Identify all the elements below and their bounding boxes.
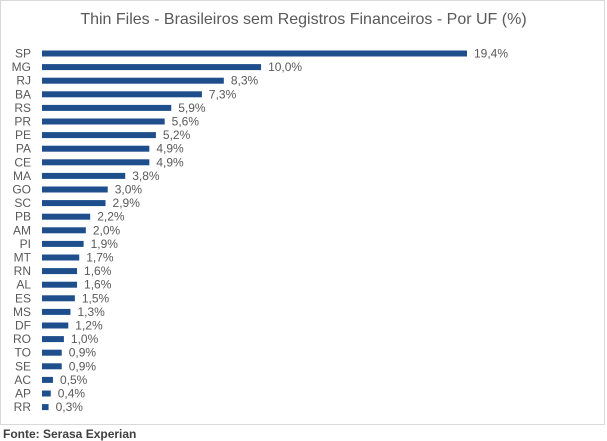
category-label-pr: PR	[14, 115, 31, 129]
category-label-ac: AC	[14, 373, 31, 387]
category-label-ap: AP	[15, 387, 31, 401]
value-label-mg: 10,0%	[268, 60, 302, 74]
bar-rj	[42, 77, 224, 84]
value-label-sc: 2,9%	[113, 196, 141, 210]
bar-se	[42, 363, 62, 370]
value-label-to: 0,9%	[69, 346, 97, 360]
bar-go	[42, 186, 108, 193]
category-label-ma: MA	[13, 169, 31, 183]
bar-ac	[42, 376, 53, 383]
value-label-rs: 5,9%	[178, 101, 206, 115]
value-label-rr: 0,3%	[56, 400, 84, 414]
category-label-pb: PB	[15, 210, 31, 224]
bar-ce	[42, 159, 150, 166]
category-label-es: ES	[15, 291, 31, 305]
value-label-ro: 1,0%	[71, 332, 99, 346]
category-label-rj: RJ	[16, 74, 31, 88]
source-note: Fonte: Serasa Experian	[3, 427, 137, 441]
category-label-ba: BA	[15, 87, 31, 101]
value-label-pb: 2,2%	[97, 210, 125, 224]
bar-rs	[42, 104, 172, 111]
value-label-rn: 1,6%	[84, 264, 112, 278]
category-label-al: AL	[16, 278, 31, 292]
value-label-al: 1,6%	[84, 278, 112, 292]
chart-frame: Thin Files - Brasileiros sem Registros F…	[0, 0, 605, 425]
value-label-pr: 5,6%	[172, 115, 200, 129]
bar-am	[42, 227, 86, 234]
bar-ms	[42, 308, 71, 315]
category-label-df: DF	[15, 319, 31, 333]
bar-pa	[42, 145, 150, 152]
value-label-se: 0,9%	[69, 359, 97, 373]
value-label-ac: 0,5%	[60, 373, 88, 387]
bar-ro	[42, 336, 64, 343]
bar-ba	[42, 91, 202, 98]
category-label-rn: RN	[14, 264, 31, 278]
bar-mt	[42, 254, 80, 261]
category-label-ro: RO	[13, 332, 31, 346]
bar-sp	[42, 50, 467, 57]
bar-pe	[42, 132, 156, 139]
bar-sc	[42, 200, 106, 207]
category-label-se: SE	[15, 359, 31, 373]
category-label-rr: RR	[14, 400, 32, 414]
value-label-ma: 3,8%	[132, 169, 160, 183]
value-label-rj: 8,3%	[231, 74, 259, 88]
category-label-rs: RS	[14, 101, 31, 115]
value-label-pa: 4,9%	[156, 142, 184, 156]
bar-to	[42, 349, 62, 356]
bar-mg	[42, 64, 262, 71]
bar-pr	[42, 118, 165, 125]
bar-pi	[42, 240, 84, 247]
value-label-es: 1,5%	[82, 291, 110, 305]
bar-df	[42, 322, 69, 329]
category-label-go: GO	[12, 183, 31, 197]
category-label-pa: PA	[16, 142, 31, 156]
bar-pb	[42, 213, 91, 220]
bar-es	[42, 295, 75, 302]
category-label-pi: PI	[20, 237, 31, 251]
value-label-pe: 5,2%	[163, 128, 191, 142]
category-label-mg: MG	[12, 60, 31, 74]
value-label-ce: 4,9%	[156, 155, 184, 169]
value-label-pi: 1,9%	[91, 237, 119, 251]
bar-rr	[42, 404, 49, 411]
bar-rn	[42, 268, 78, 275]
category-label-ce: CE	[14, 155, 31, 169]
value-label-sp: 19,4%	[474, 47, 508, 61]
category-label-mt: MT	[14, 251, 32, 265]
value-label-ms: 1,3%	[77, 305, 105, 319]
category-label-pe: PE	[15, 128, 31, 142]
value-label-df: 1,2%	[75, 319, 103, 333]
category-label-ms: MS	[13, 305, 31, 319]
value-label-mt: 1,7%	[86, 251, 114, 265]
bar-ap	[42, 390, 51, 397]
category-label-sc: SC	[14, 196, 31, 210]
value-label-am: 2,0%	[93, 223, 121, 237]
bar-ma	[42, 172, 126, 179]
category-label-sp: SP	[15, 47, 31, 61]
category-label-to: TO	[15, 346, 31, 360]
category-label-am: AM	[13, 223, 31, 237]
value-label-ap: 0,4%	[58, 387, 86, 401]
value-label-ba: 7,3%	[209, 87, 237, 101]
value-label-go: 3,0%	[115, 183, 143, 197]
bar-al	[42, 281, 78, 288]
bar-chart: SP 19,4% MG 10,0% RJ 8,3% BA 7,3% RS 5,9% PR 5,6% PE…	[12, 47, 509, 415]
chart-title: Thin Files - Brasileiros sem Registros F…	[80, 11, 527, 28]
